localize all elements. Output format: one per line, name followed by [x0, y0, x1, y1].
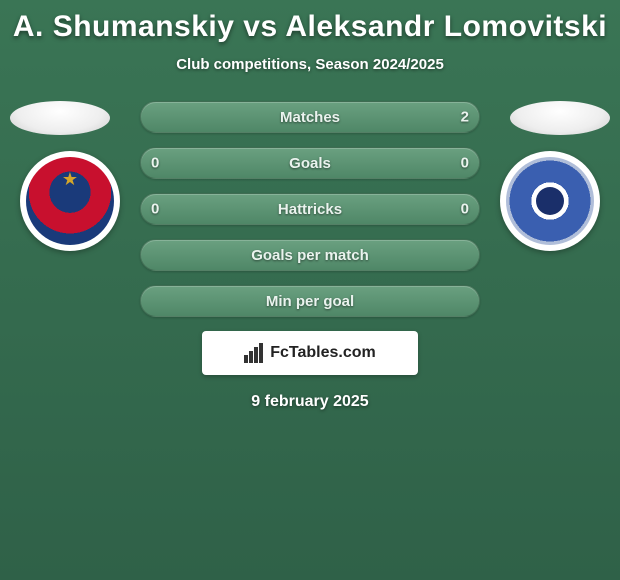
page-title: A. Shumanskiy vs Aleksandr Lomovitski	[0, 0, 620, 44]
stat-label: Matches	[280, 109, 340, 126]
club-badge-right	[500, 151, 600, 251]
stat-row-goals: 0 Goals 0	[140, 147, 480, 179]
branding-box[interactable]: FcTables.com	[202, 331, 418, 375]
stat-row-min-per-goal: Min per goal	[140, 285, 480, 317]
stat-left-value: 0	[151, 201, 159, 218]
subtitle: Club competitions, Season 2024/2025	[0, 56, 620, 73]
stat-label: Goals	[289, 155, 331, 172]
branding-text: FcTables.com	[270, 344, 376, 362]
stat-label: Hattricks	[278, 201, 342, 218]
stat-rows: Matches 2 0 Goals 0 0 Hattricks 0 Goals …	[140, 101, 480, 317]
stat-right-value: 0	[461, 155, 469, 172]
player-right-ellipse	[510, 101, 610, 135]
footer-date: 9 february 2025	[0, 393, 620, 411]
stat-row-hattricks: 0 Hattricks 0	[140, 193, 480, 225]
stat-right-value: 0	[461, 201, 469, 218]
player-left-ellipse	[10, 101, 110, 135]
club-badge-left: ★	[20, 151, 120, 251]
stat-label: Min per goal	[266, 293, 354, 310]
comparison-panel: ★ Matches 2 0 Goals 0 0 Hattricks 0 Goal…	[0, 101, 620, 411]
bar-chart-icon	[244, 343, 264, 363]
stat-right-value: 2	[461, 109, 469, 126]
star-icon: ★	[62, 169, 78, 190]
stat-label: Goals per match	[251, 247, 369, 264]
stat-row-goals-per-match: Goals per match	[140, 239, 480, 271]
stat-row-matches: Matches 2	[140, 101, 480, 133]
ball-icon	[536, 187, 564, 215]
stat-left-value: 0	[151, 155, 159, 172]
